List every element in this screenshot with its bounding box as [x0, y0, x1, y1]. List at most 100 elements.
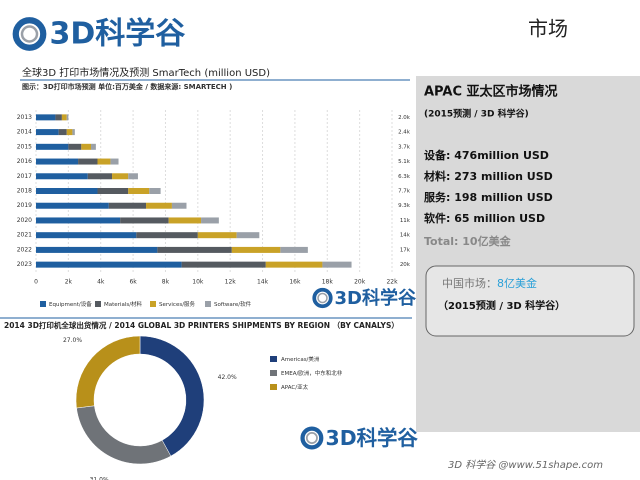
bar-segment: [181, 261, 266, 268]
legend-label: Americas/美洲: [281, 355, 320, 363]
bar-segment: [36, 188, 98, 194]
bar-segment: [157, 246, 232, 253]
legend-swatch: [205, 301, 211, 307]
bar-segment: [81, 143, 92, 150]
legend-label: Software/软件: [214, 300, 252, 308]
bar-segment: [280, 246, 308, 253]
x-tick-label: 12k: [225, 279, 237, 286]
slide-title: 市场: [528, 17, 568, 41]
bar-segment: [128, 173, 138, 180]
bar-segment: [58, 129, 67, 136]
x-tick-label: 14k: [257, 279, 269, 286]
bar-segment: [66, 129, 73, 136]
logo-text: 3D科学谷: [50, 17, 186, 52]
bar-segment: [128, 188, 150, 194]
bar-segment: [87, 173, 113, 180]
bar-segment: [36, 217, 121, 224]
donut-slice: [75, 335, 141, 409]
bar-segment: [36, 202, 109, 209]
total-label: 9.3k: [398, 203, 411, 209]
y-tick-label: 2023: [17, 261, 32, 268]
legend-label: Materials/材料: [104, 300, 143, 308]
total-label: 17k: [400, 247, 411, 253]
total-label: 7.7k: [398, 189, 411, 195]
bar-segment: [36, 114, 56, 121]
y-tick-label: 2013: [17, 114, 32, 121]
bar-segment: [72, 129, 75, 136]
legend-swatch: [270, 370, 277, 376]
total-label: 20k: [400, 262, 411, 268]
bar-segment: [97, 158, 111, 165]
panel-title: APAC 亚太区市场情况: [424, 84, 558, 100]
bar-segment: [171, 202, 187, 209]
y-tick-label: 2020: [17, 217, 32, 224]
bar-segment: [236, 232, 260, 239]
bar-segment: [55, 114, 62, 121]
total-label: 2.4k: [398, 130, 411, 136]
x-tick-label: 20k: [354, 279, 366, 286]
logo-ring: [312, 287, 333, 309]
y-tick-label: 2015: [17, 143, 32, 150]
total-label: 3.7k: [398, 144, 411, 150]
legend-label: Services/服务: [159, 300, 196, 308]
china-note: （2015预测 / 3D 科学谷）: [438, 299, 565, 312]
x-tick-label: 22k: [386, 279, 398, 286]
panel-line: 服务: 198 million USD: [424, 190, 553, 204]
legend-swatch: [270, 356, 277, 362]
panel-line: 设备: 476million USD: [424, 148, 549, 162]
logo-ring-inner: [20, 25, 39, 43]
footer: 3D 科学谷 @www.51shape.com: [448, 459, 603, 471]
value-label: 31.0%: [90, 477, 109, 480]
bar-segment: [197, 232, 237, 239]
bar-segment: [168, 217, 202, 224]
legend-swatch: [95, 301, 101, 307]
bar-segment: [36, 232, 137, 239]
y-tick-label: 2017: [17, 173, 32, 180]
x-tick-label: 4k: [97, 279, 105, 286]
legend-swatch: [150, 301, 156, 307]
chart-subtitle: 图示：3D打印市场预测 单位:百万美金 / 数据来源: SMARTECH ): [22, 82, 232, 91]
logo-ring-inner: [305, 432, 318, 444]
logo-ring: [12, 17, 47, 51]
legend-label: APAC/亚太: [281, 383, 309, 391]
total-label: 11k: [400, 218, 411, 224]
bar-segment: [149, 188, 161, 194]
bar-segment: [36, 173, 88, 180]
x-tick-label: 18k: [322, 279, 334, 286]
value-label: 42.0%: [218, 374, 237, 381]
bar-segment: [36, 143, 69, 150]
bar-segment: [136, 232, 198, 239]
x-tick-label: 8k: [162, 279, 170, 286]
bar-segment: [112, 173, 129, 180]
y-tick-label: 2022: [17, 246, 32, 253]
bar-segment: [108, 202, 147, 209]
bar-segment: [61, 114, 67, 121]
logo-ring: [300, 426, 324, 450]
bar-segment: [78, 158, 98, 165]
chart-title: 全球3D 打印市场情况及预测 SmarTech (million USD): [22, 66, 270, 79]
panel-line: 材料: 273 million USD: [424, 169, 553, 183]
bar-segment: [265, 261, 323, 268]
legend-swatch: [40, 301, 46, 307]
y-tick-label: 2018: [17, 188, 32, 195]
china-value: 8亿美金: [497, 276, 537, 290]
panel-line: 软件: 65 million USD: [424, 211, 545, 225]
value-label: 27.0%: [63, 337, 82, 344]
logo-text: 3D科学谷: [326, 426, 419, 450]
bar-segment: [36, 246, 158, 253]
info-panel: [416, 76, 640, 432]
total-label: 14k: [400, 233, 411, 239]
total-label: 6.3k: [398, 174, 411, 180]
legend-label: EMEA/欧洲，中东和北非: [281, 369, 343, 377]
bar-segment: [201, 217, 219, 224]
panel-total: Total: 10亿美金: [424, 234, 512, 248]
bar-segment: [322, 261, 352, 268]
bar-segment: [146, 202, 172, 209]
bar-segment: [110, 158, 119, 165]
chart-title: 2014 3D打印机全球出货情况 / 2014 GLOBAL 3D PRINTE…: [4, 320, 399, 330]
y-tick-label: 2021: [17, 232, 32, 239]
china-label-text: 中国市场：: [442, 276, 497, 290]
legend-swatch: [270, 384, 277, 390]
bar-segment: [36, 158, 79, 165]
